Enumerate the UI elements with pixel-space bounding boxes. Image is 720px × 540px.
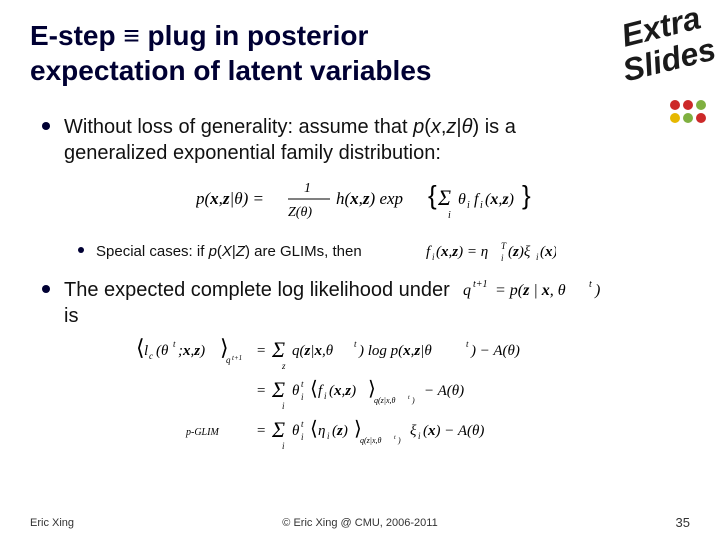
svg-text:) log p(x,z|θ: ) log p(x,z|θ [358, 343, 432, 359]
bullet-2-text: The expected complete log likelihood und… [64, 277, 613, 329]
svg-text:i: i [448, 210, 451, 221]
svg-text:i: i [324, 391, 327, 401]
svg-text:i: i [327, 431, 330, 441]
footer-copyright: © Eric Xing @ CMU, 2006-2011 [282, 517, 437, 529]
svg-text:) − A(θ): ) − A(θ) [470, 343, 520, 359]
dot-red [670, 100, 680, 110]
svg-text:z: z [281, 361, 286, 371]
bullet-marker [78, 247, 84, 253]
svg-text:Z(θ): Z(θ) [288, 205, 312, 220]
dot-green [683, 113, 693, 123]
slide-number: 35 [676, 515, 690, 530]
bullet-marker [42, 285, 50, 293]
svg-text:θ: θ [292, 423, 300, 439]
svg-text:{: { [428, 180, 437, 210]
bullet-1: Without loss of generality: assume that … [42, 114, 690, 166]
extra-slides-stamp: Extra Slides [611, 0, 719, 88]
svg-text:t: t [589, 279, 592, 290]
svg-text:(x,z): (x,z) [485, 191, 514, 208]
svg-text:i: i [282, 441, 285, 451]
svg-text:(x) − A(θ): (x) − A(θ) [423, 423, 484, 439]
svg-text:(θ: (θ [156, 343, 169, 359]
footer: Eric Xing © Eric Xing @ CMU, 2006-2011 3… [30, 515, 690, 530]
svg-text:p(x,z|θ) =: p(x,z|θ) = [196, 189, 264, 208]
svg-text:(z)ξ: (z)ξ [508, 244, 531, 260]
svg-text:=: = [256, 383, 266, 399]
svg-text:t: t [301, 419, 304, 429]
bullet-2: The expected complete log likelihood und… [42, 277, 690, 329]
svg-text:θ: θ [292, 383, 300, 399]
svg-text:q(z|x,θ: q(z|x,θ [360, 436, 382, 445]
svg-text:=: = [256, 423, 266, 439]
bullet-marker [42, 122, 50, 130]
svg-text:i: i [501, 253, 504, 263]
svg-text:q(z|x,θ: q(z|x,θ [374, 396, 396, 405]
inline-eq-1: fi (x,z) = η Ti (z)ξ i (x) [426, 243, 556, 260]
svg-text:(x,z): (x,z) [329, 383, 356, 399]
svg-text:i: i [432, 252, 435, 262]
dot-red [696, 113, 706, 123]
svg-text:q: q [463, 282, 471, 299]
inline-eq-2: q t+1 = p(z | x, θ t ) [463, 279, 613, 301]
svg-text:1: 1 [304, 181, 311, 196]
svg-text:⟨: ⟨ [310, 418, 318, 440]
svg-text:Σ: Σ [437, 185, 451, 210]
svg-text:− A(θ): − A(θ) [424, 383, 464, 399]
svg-text:}: } [522, 180, 531, 210]
svg-text:(x,z) = η: (x,z) = η [436, 244, 488, 260]
svg-text:θ: θ [458, 191, 466, 208]
svg-text:T: T [501, 241, 507, 251]
svg-text:i: i [418, 431, 421, 441]
svg-text:q(z|x,θ: q(z|x,θ [292, 343, 334, 359]
svg-text:i: i [467, 200, 470, 211]
svg-text:i: i [536, 252, 539, 262]
dot-yellow [670, 113, 680, 123]
svg-text:t: t [408, 395, 410, 401]
bullet-1-text: Without loss of generality: assume that … [64, 114, 516, 166]
svg-text:i: i [301, 392, 304, 402]
title-line-1: E-step ≡ plug in posterior [30, 20, 368, 51]
svg-text:q: q [226, 355, 231, 365]
svg-text:η: η [318, 423, 325, 439]
svg-text:⟨: ⟨ [310, 378, 318, 400]
svg-text:i: i [282, 401, 285, 411]
title-line-2: expectation of latent variables [30, 55, 431, 86]
svg-text:h(x,z) exp: h(x,z) exp [336, 189, 403, 208]
dot-green [696, 100, 706, 110]
svg-text:): ) [411, 396, 415, 405]
svg-text:t: t [394, 435, 396, 441]
svg-text:i: i [480, 200, 483, 211]
svg-text:l: l [144, 343, 148, 359]
svg-text:t+1: t+1 [232, 354, 242, 362]
svg-text:): ) [397, 436, 401, 445]
svg-text:): ) [594, 282, 600, 299]
svg-text:(x): (x) [540, 244, 556, 260]
sub-bullet-1-text: Special cases: if p(X|Z) are GLIMs, then… [96, 241, 556, 263]
sub-bullet-1: Special cases: if p(X|Z) are GLIMs, then… [78, 241, 690, 263]
svg-text:;x,z): ;x,z) [178, 343, 205, 359]
svg-text:t: t [466, 339, 469, 349]
svg-text:p-GLIM: p-GLIM [185, 427, 219, 438]
slide-title: E-step ≡ plug in posterior expectation o… [30, 18, 590, 88]
svg-text:t: t [354, 339, 357, 349]
dot-red [683, 100, 693, 110]
svg-text:Σ: Σ [271, 337, 285, 362]
svg-text:= p(z | x, θ: = p(z | x, θ [495, 282, 566, 299]
svg-text:i: i [301, 432, 304, 442]
equation-1: p(x,z|θ) = 1 Z(θ) h(x,z) exp { Σ i θi fi… [42, 174, 690, 227]
footer-author: Eric Xing [30, 517, 74, 529]
svg-text:Σ: Σ [271, 417, 285, 442]
equation-block: ⟨ lc (θt ;x,z) ⟩ qt+1 = Σz q(z|x,θ t ) l… [42, 335, 690, 460]
svg-text:t: t [301, 379, 304, 389]
decorative-dots [670, 100, 706, 123]
svg-text:t+1: t+1 [473, 279, 488, 290]
svg-text:Σ: Σ [271, 377, 285, 402]
svg-text:(z): (z) [332, 423, 348, 439]
svg-text:ξ: ξ [410, 423, 417, 439]
svg-text:t: t [173, 339, 176, 349]
svg-text:=: = [256, 343, 266, 359]
svg-text:c: c [149, 351, 153, 361]
